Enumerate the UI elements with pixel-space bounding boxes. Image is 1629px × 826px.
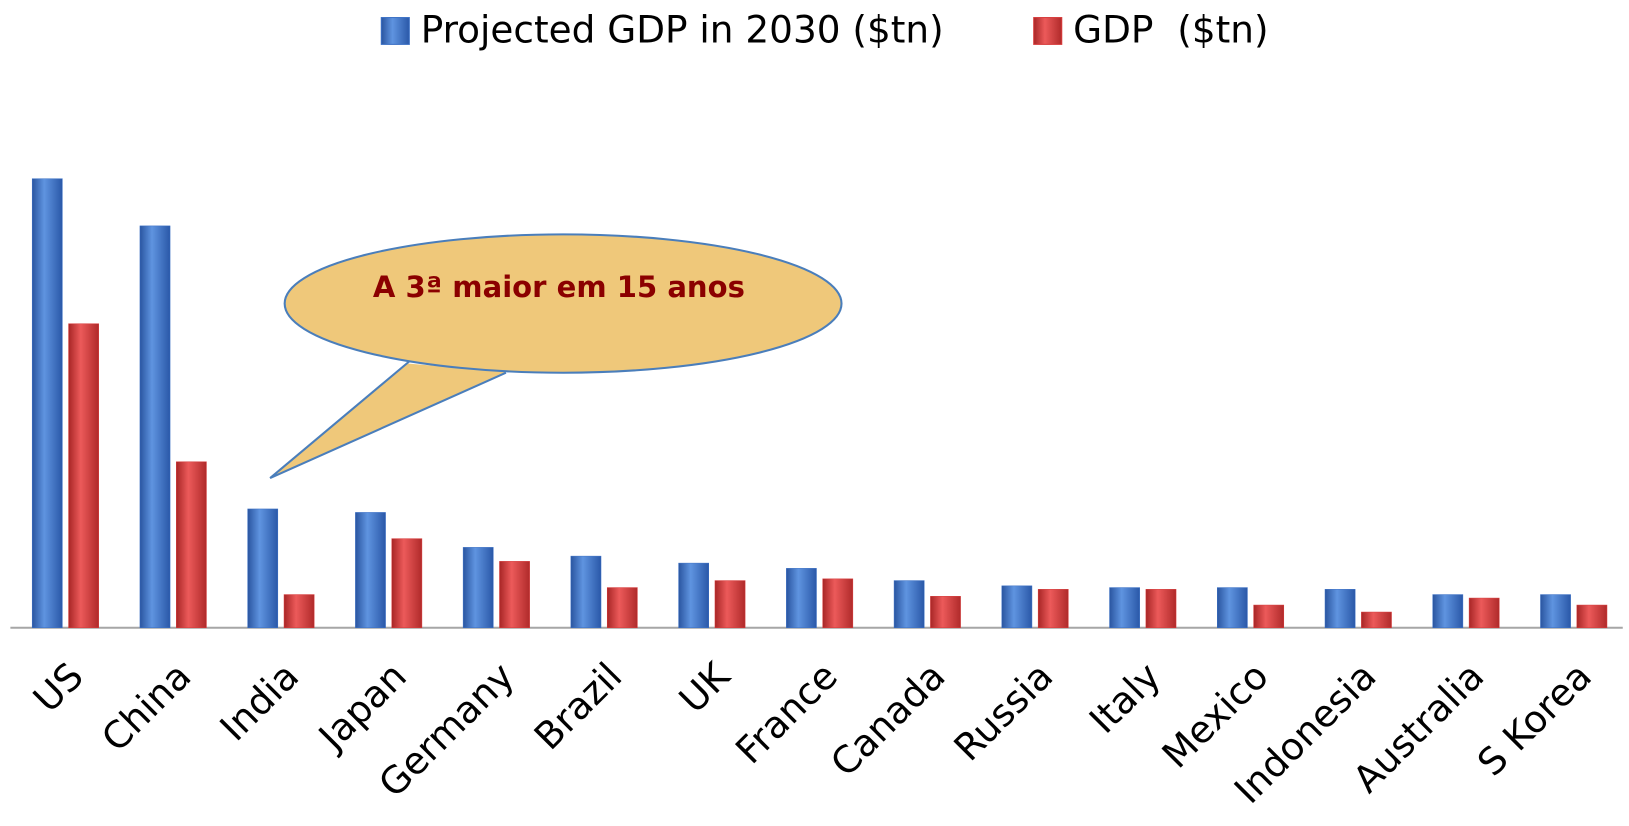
bar [1109,587,1140,629]
callout [283,233,843,374]
bar [499,561,530,629]
bar [822,578,854,629]
x-tick-label: China [93,654,200,760]
bar [1253,604,1285,629]
bar [391,538,423,629]
annotation: A 3ª maior em 15 anos [373,270,745,304]
bar [606,587,638,629]
bar [68,323,99,629]
bar [283,594,315,629]
bar [786,568,817,629]
x-tick-label: UK [670,653,739,722]
x-tick-label: S Korea [1469,654,1600,785]
bar [893,580,925,629]
bar [1540,594,1571,629]
bar [1432,594,1464,629]
bar [462,547,494,629]
bar [570,555,602,629]
bar [247,508,279,629]
bar [1361,611,1392,629]
legend-label: Projected GDP in 2030 ($tn) [421,8,944,52]
bar [1324,589,1356,629]
bar [1037,589,1069,629]
bar [139,225,171,629]
x-tick-label: India [211,654,307,749]
bar [355,512,386,629]
bar [714,580,746,629]
x-tick-label: Italy [1081,654,1170,742]
x-tick-label: Russia [945,654,1061,770]
bar [678,562,709,629]
x-tick-label: US [24,654,91,721]
callout-tail-edge [269,360,507,479]
bar [1217,587,1248,629]
bar [31,178,63,629]
bar [1145,589,1177,629]
legend-label: GDP ($tn) [1073,8,1268,52]
bar [1001,585,1033,629]
x-tick-label: Japan [309,654,415,760]
legend-swatch [380,17,410,45]
legend-swatch [1033,17,1063,45]
callout-tail-fill [270,367,499,479]
bar [1576,604,1608,629]
x-tick-label: Brazil [525,654,630,758]
x-tick-label: Canada [822,654,954,785]
bar [176,461,207,629]
bar [930,596,961,629]
bar [1468,597,1500,629]
